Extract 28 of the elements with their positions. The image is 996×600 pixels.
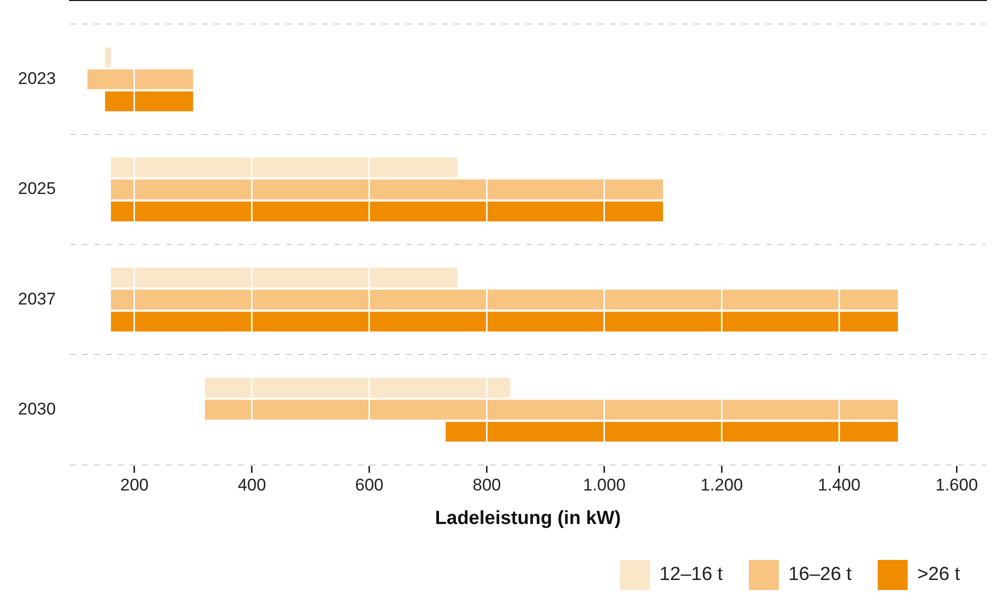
x-tick-label: 800: [472, 476, 501, 495]
legend-label: >26 t: [917, 564, 961, 586]
legend-label: 12–16 t: [659, 564, 724, 586]
bar: [446, 422, 898, 442]
bar: [110, 290, 898, 310]
legend-label: 16–26 t: [788, 564, 852, 586]
x-tick-label: 1.600: [935, 476, 978, 495]
y-tick-label: 2030: [18, 399, 56, 418]
x-axis-title: Ladeleistung (in kW): [435, 508, 621, 529]
bar: [110, 180, 663, 200]
x-tick-label: 1.200: [700, 476, 743, 495]
bar: [110, 268, 458, 288]
bar: [87, 69, 194, 90]
bar: [204, 400, 898, 420]
bar: [105, 91, 194, 112]
bar: [204, 378, 510, 398]
y-tick-label: 2023: [18, 68, 56, 88]
bar: [110, 202, 663, 222]
y-tick-label: 2037: [18, 289, 56, 308]
y-tick-label: 2025: [18, 179, 56, 198]
x-tick-label: 400: [238, 476, 266, 495]
bar: [105, 47, 111, 68]
bar: [110, 157, 458, 178]
x-tick-label: 200: [120, 476, 149, 495]
bar: [110, 312, 898, 332]
x-tick-label: 1.000: [582, 476, 626, 495]
x-tick-label: 1.400: [818, 476, 860, 495]
x-tick-label: 600: [355, 476, 384, 495]
